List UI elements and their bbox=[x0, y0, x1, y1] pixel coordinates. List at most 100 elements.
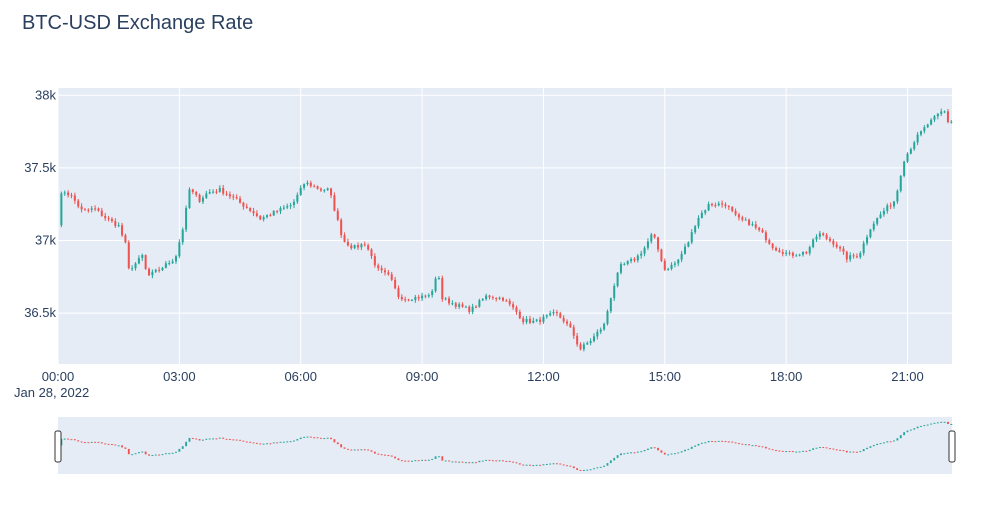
range-slider-candle bbox=[343, 447, 346, 449]
range-slider-candle bbox=[606, 463, 609, 466]
range-slider-candle bbox=[626, 452, 629, 454]
candle bbox=[383, 267, 387, 276]
candle bbox=[609, 297, 612, 314]
candle bbox=[623, 262, 626, 266]
candle bbox=[906, 152, 909, 163]
candle bbox=[758, 226, 761, 232]
range-slider-candle bbox=[397, 458, 400, 461]
range-slider-candle bbox=[360, 449, 363, 451]
range-slider-candle bbox=[198, 439, 201, 441]
candle bbox=[653, 233, 656, 239]
candle bbox=[734, 208, 737, 217]
range-slider-candle bbox=[151, 454, 154, 456]
candle bbox=[512, 301, 515, 311]
range-slider-right-handle[interactable] bbox=[948, 430, 956, 463]
candle bbox=[303, 183, 306, 191]
candle bbox=[77, 198, 80, 209]
range-slider-candle bbox=[562, 464, 565, 466]
candle bbox=[208, 189, 211, 195]
range-slider-candle bbox=[461, 461, 464, 463]
candle bbox=[377, 263, 380, 271]
candle bbox=[562, 315, 565, 324]
range-slider-candle bbox=[269, 443, 272, 445]
candle bbox=[576, 332, 579, 347]
range-slider-candle bbox=[414, 460, 417, 462]
range-slider-candle bbox=[667, 454, 670, 456]
range-slider-candle bbox=[417, 460, 420, 462]
range-slider-candle bbox=[380, 454, 383, 456]
range-slider-candle bbox=[458, 461, 461, 463]
candle bbox=[606, 309, 609, 326]
candle bbox=[421, 292, 424, 301]
range-slider-candle bbox=[822, 447, 825, 449]
range-slider-candle bbox=[943, 421, 946, 423]
candle bbox=[781, 249, 784, 257]
range-slider-candle bbox=[862, 449, 865, 452]
candle bbox=[849, 252, 852, 262]
candle bbox=[684, 243, 687, 255]
x-tick-label: 09:00 bbox=[406, 369, 439, 384]
candle bbox=[80, 203, 83, 213]
range-slider-candle bbox=[920, 425, 922, 427]
candle bbox=[330, 187, 333, 199]
range-slider-candle bbox=[77, 440, 80, 442]
range-slider-candle bbox=[630, 452, 633, 454]
candle bbox=[451, 300, 454, 306]
candle bbox=[933, 114, 936, 123]
candle bbox=[839, 245, 842, 252]
range-slider-candle bbox=[781, 450, 784, 452]
candle bbox=[798, 253, 801, 257]
candle bbox=[63, 190, 66, 196]
candle bbox=[667, 267, 670, 271]
range-slider-candle bbox=[711, 440, 713, 442]
y-tick-label: 37.5k bbox=[24, 160, 56, 175]
candle bbox=[518, 309, 521, 320]
candle bbox=[424, 294, 427, 299]
range-slider-candle bbox=[232, 439, 235, 441]
candle bbox=[127, 240, 130, 270]
candle bbox=[117, 222, 120, 228]
range-slider-candle bbox=[488, 459, 491, 461]
candle bbox=[737, 212, 740, 221]
range-slider-candle bbox=[687, 448, 690, 450]
candle bbox=[845, 250, 848, 263]
candle bbox=[404, 296, 407, 303]
range-slider[interactable] bbox=[58, 417, 952, 474]
range-slider-candle bbox=[181, 446, 184, 449]
candle bbox=[663, 258, 666, 271]
range-slider-candle bbox=[559, 463, 562, 465]
candle bbox=[313, 184, 316, 188]
candle bbox=[764, 230, 767, 243]
range-slider-candle bbox=[242, 440, 245, 442]
candle bbox=[249, 207, 252, 213]
candle bbox=[913, 140, 916, 151]
y-tick-label: 37k bbox=[35, 233, 56, 248]
candle bbox=[539, 316, 542, 325]
candle bbox=[771, 242, 774, 251]
candle bbox=[73, 192, 76, 204]
candle bbox=[498, 296, 501, 301]
range-slider-candle bbox=[552, 463, 555, 465]
candle bbox=[282, 205, 285, 210]
candle bbox=[390, 271, 393, 282]
candle bbox=[306, 180, 309, 186]
candle bbox=[326, 187, 329, 191]
range-slider-candle bbox=[171, 452, 174, 454]
range-slider-candle bbox=[778, 450, 781, 452]
range-slider-candle bbox=[313, 437, 316, 439]
range-slider-left-handle[interactable] bbox=[54, 430, 62, 463]
candle bbox=[842, 246, 845, 255]
range-slider-candle bbox=[542, 464, 545, 466]
range-slider-candle bbox=[100, 442, 103, 444]
chart-title: BTC-USD Exchange Rate bbox=[22, 12, 254, 34]
candle bbox=[505, 298, 508, 302]
candle bbox=[690, 229, 693, 245]
candle bbox=[232, 193, 235, 201]
range-slider-candle bbox=[188, 437, 191, 442]
range-slider-candle bbox=[623, 453, 626, 455]
range-slider-candle bbox=[249, 441, 252, 443]
candle bbox=[83, 207, 86, 211]
range-slider-candle bbox=[353, 449, 356, 451]
range-slider-candle bbox=[818, 447, 821, 449]
